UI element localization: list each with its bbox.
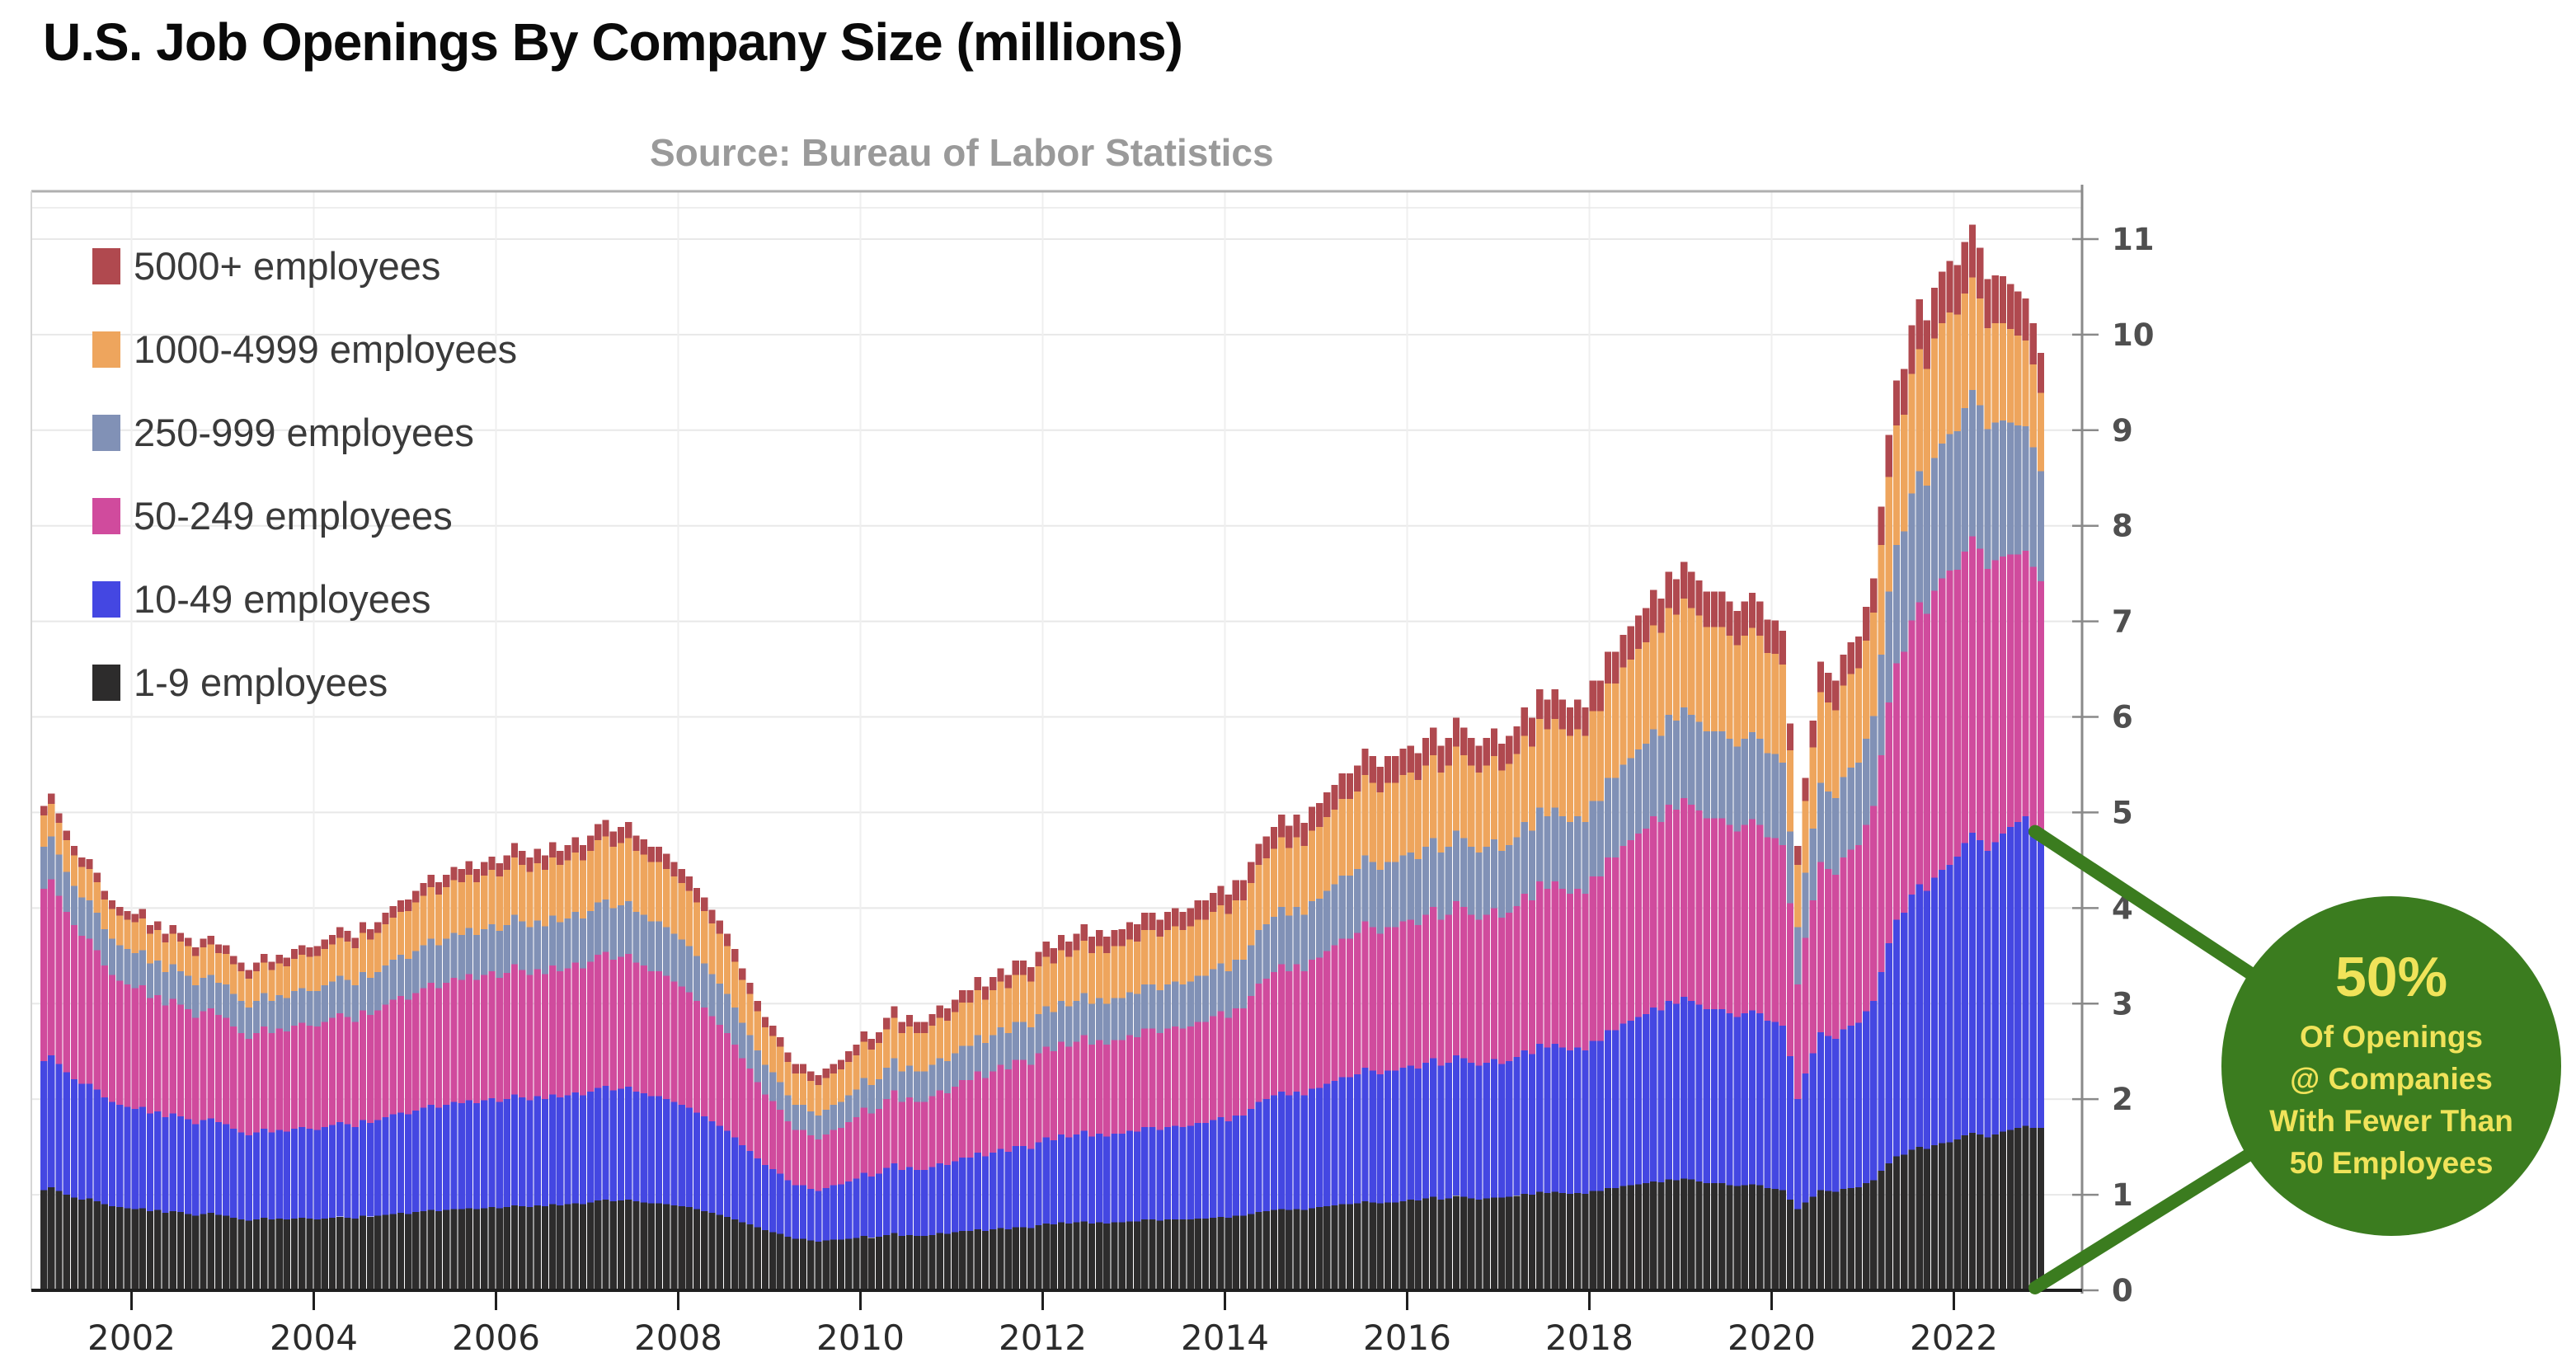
annotation-headline: 50% (2334, 946, 2448, 1009)
svg-text:2010: 2010 (816, 1318, 905, 1358)
svg-text:2006: 2006 (452, 1318, 540, 1358)
svg-text:10: 10 (2112, 317, 2155, 353)
chart-legend: 5000+ employees 1000-4999 employees 250-… (92, 224, 517, 724)
svg-text:9: 9 (2112, 413, 2133, 449)
annotation-callout-circle: 50% Of Openings @ Companies With Fewer T… (2221, 896, 2561, 1236)
legend-swatch-10-49-icon (92, 580, 120, 618)
svg-text:8: 8 (2112, 509, 2133, 544)
page-title: U.S. Job Openings By Company Size (milli… (43, 12, 1183, 72)
svg-text:6: 6 (2112, 700, 2133, 735)
annotation-line-2: @ Companies (2290, 1061, 2493, 1096)
svg-text:2012: 2012 (999, 1318, 1087, 1358)
legend-swatch-1-9-icon (92, 664, 120, 701)
svg-text:1: 1 (2112, 1177, 2133, 1213)
svg-text:2018: 2018 (1545, 1318, 1634, 1358)
legend-swatch-5000-plus-icon (92, 247, 120, 284)
annotation-line-3: With Fewer Than (2269, 1103, 2513, 1138)
legend-label: 1-9 employees (134, 660, 388, 704)
svg-text:3: 3 (2112, 986, 2133, 1022)
legend-item-1-9: 1-9 employees (92, 641, 517, 724)
annotation-line-4: 50 Employees (2289, 1145, 2494, 1180)
legend-item-50-249: 50-249 employees (92, 474, 517, 557)
legend-label: 5000+ employees (134, 244, 441, 288)
svg-text:7: 7 (2112, 604, 2133, 640)
svg-text:2022: 2022 (1910, 1318, 1998, 1358)
legend-swatch-50-249-icon (92, 497, 120, 534)
legend-label: 250-999 employees (134, 411, 474, 454)
svg-text:2002: 2002 (87, 1318, 176, 1358)
legend-item-10-49: 10-49 employees (92, 557, 517, 641)
svg-text:2008: 2008 (634, 1318, 722, 1358)
svg-text:2: 2 (2112, 1082, 2133, 1117)
svg-text:0: 0 (2112, 1273, 2133, 1308)
legend-item-250-999: 250-999 employees (92, 391, 517, 474)
chart-subtitle: Source: Bureau of Labor Statistics (650, 131, 1274, 174)
legend-swatch-1000-4999-icon (92, 331, 120, 368)
svg-text:11: 11 (2112, 222, 2155, 257)
svg-text:2014: 2014 (1181, 1318, 1269, 1358)
svg-text:2016: 2016 (1363, 1318, 1451, 1358)
legend-item-5000-plus: 5000+ employees (92, 224, 517, 308)
legend-label: 50-249 employees (134, 494, 453, 538)
legend-label: 1000-4999 employees (134, 327, 518, 371)
legend-swatch-250-999-icon (92, 414, 120, 451)
legend-label: 10-49 employees (134, 577, 431, 621)
annotation-line-1: Of Openings (2300, 1019, 2483, 1054)
svg-text:5: 5 (2112, 795, 2133, 830)
svg-text:2004: 2004 (270, 1318, 358, 1358)
svg-text:2020: 2020 (1728, 1318, 1816, 1358)
legend-item-1000-4999: 1000-4999 employees (92, 308, 517, 391)
